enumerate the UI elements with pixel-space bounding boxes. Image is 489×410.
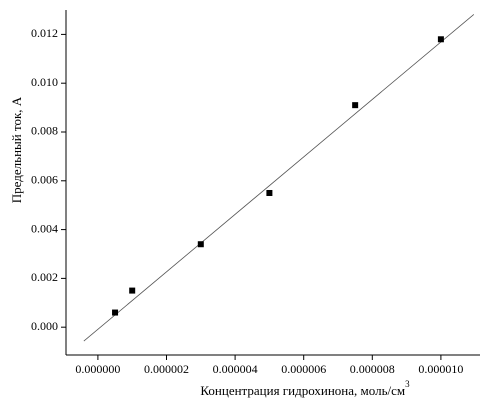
x-tick-label: 0.000004 <box>213 362 258 376</box>
x-tick-label: 0.000000 <box>75 362 120 376</box>
y-tick-label: 0.012 <box>31 26 58 40</box>
fit-line <box>83 14 475 342</box>
data-point <box>129 287 136 294</box>
data-point <box>437 36 444 43</box>
y-tick-label: 0.006 <box>31 173 58 187</box>
x-tick-label: 0.000008 <box>350 362 395 376</box>
x-label-sup: 3 <box>405 379 410 389</box>
y-tick-label: 0.008 <box>31 124 58 138</box>
data-point <box>266 189 273 196</box>
y-axis-label: Предельный ток, А <box>9 96 24 203</box>
data-point <box>197 241 204 248</box>
x-tick-label: 0.000006 <box>281 362 326 376</box>
data-point <box>352 102 359 109</box>
y-tick-label: 0.000 <box>31 319 58 333</box>
x-label-main: Концентрация гидрохинона, моль/см <box>200 383 405 398</box>
y-tick-label: 0.004 <box>31 221 58 235</box>
x-tick-label: 0.000010 <box>418 362 463 376</box>
x-axis-label: Концентрация гидрохинона, моль/см3 <box>200 379 410 398</box>
y-tick-label: 0.002 <box>31 270 58 284</box>
data-point <box>112 309 119 316</box>
x-tick-label: 0.000002 <box>144 362 189 376</box>
y-tick-label: 0.010 <box>31 75 58 89</box>
